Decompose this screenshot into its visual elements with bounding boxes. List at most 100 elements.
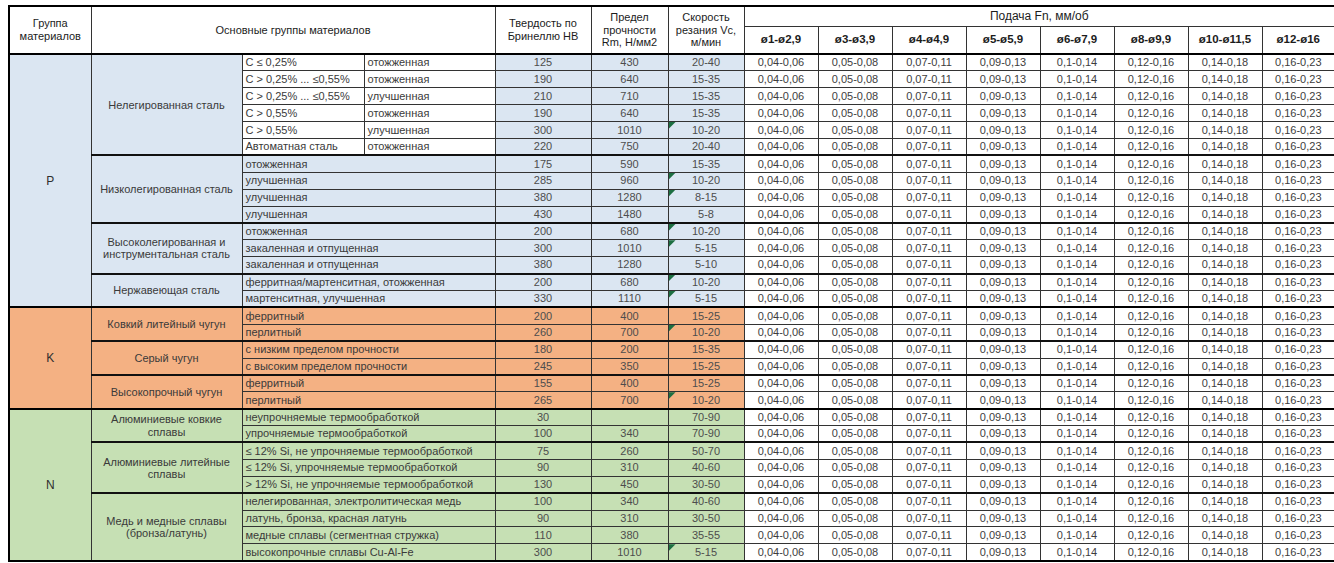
feed-cell-1: 0,05-0,08 xyxy=(818,324,892,341)
feed-cell-3: 0,09-0,13 xyxy=(966,223,1040,240)
feed-cell-7: 0,16-0,23 xyxy=(1262,358,1334,375)
header-brinell-hardness: Твердость по Бринеллю HB xyxy=(495,6,591,54)
feed-cell-2: 0,07-0,11 xyxy=(892,290,966,307)
header-cutting-speed: Скорость резания Vc, м/мин xyxy=(668,6,744,54)
hardness-cell: 90 xyxy=(495,459,591,476)
feed-cell-7: 0,16-0,23 xyxy=(1262,105,1334,122)
feed-cell-5: 0,12-0,16 xyxy=(1114,493,1188,510)
feed-cell-7: 0,16-0,23 xyxy=(1262,189,1334,206)
hardness-cell: 190 xyxy=(495,105,591,122)
feed-cell-4: 0,1-0,14 xyxy=(1040,324,1114,341)
comment-marker-icon xyxy=(669,240,676,247)
feed-cell-6: 0,14-0,18 xyxy=(1188,544,1262,561)
feed-cell-7: 0,16-0,23 xyxy=(1262,290,1334,307)
feed-cell-6: 0,14-0,18 xyxy=(1188,375,1262,392)
comment-marker-icon xyxy=(669,224,676,231)
header-diameter-2: ø4-ø4,9 xyxy=(892,26,966,54)
feed-cell-1: 0,05-0,08 xyxy=(818,138,892,155)
cutting-speed-cell: 5-15 xyxy=(668,544,744,561)
feed-cell-7: 0,16-0,23 xyxy=(1262,240,1334,257)
feed-cell-3: 0,09-0,13 xyxy=(966,324,1040,341)
feed-cell-6: 0,14-0,18 xyxy=(1188,290,1262,307)
feed-cell-6: 0,14-0,18 xyxy=(1188,358,1262,375)
feed-cell-1: 0,05-0,08 xyxy=(818,341,892,358)
feed-cell-3: 0,09-0,13 xyxy=(966,341,1040,358)
feed-cell-4: 0,1-0,14 xyxy=(1040,122,1114,139)
feed-cell-4: 0,1-0,14 xyxy=(1040,290,1114,307)
feed-cell-5: 0,12-0,16 xyxy=(1114,138,1188,155)
cutting-speed-cell: 35-55 xyxy=(668,527,744,544)
feed-cell-1: 0,05-0,08 xyxy=(818,476,892,493)
feed-cell-5: 0,12-0,16 xyxy=(1114,274,1188,291)
table-row: Серый чугунс низким пределом прочности18… xyxy=(9,341,1334,358)
feed-cell-0: 0,04-0,06 xyxy=(744,155,818,172)
feed-cell-4: 0,1-0,14 xyxy=(1040,510,1114,527)
feed-cell-6: 0,14-0,18 xyxy=(1188,257,1262,274)
feed-cell-6: 0,14-0,18 xyxy=(1188,476,1262,493)
strength-cell: 400 xyxy=(591,307,668,324)
feed-cell-6: 0,14-0,18 xyxy=(1188,88,1262,105)
strength-cell: 960 xyxy=(591,172,668,189)
feed-cell-2: 0,07-0,11 xyxy=(892,459,966,476)
header-tensile-strength: Предел прочности Rm, Н/мм2 xyxy=(591,6,668,54)
cutting-speed-cell: 70-90 xyxy=(668,426,744,443)
feed-cell-1: 0,05-0,08 xyxy=(818,172,892,189)
cutting-speed-cell: 15-35 xyxy=(668,88,744,105)
hardness-cell: 100 xyxy=(495,493,591,510)
hardness-cell: 155 xyxy=(495,375,591,392)
header-diameter-3: ø5-ø5,9 xyxy=(966,26,1040,54)
feed-cell-6: 0,14-0,18 xyxy=(1188,409,1262,426)
hardness-cell: 380 xyxy=(495,257,591,274)
feed-cell-0: 0,04-0,06 xyxy=(744,189,818,206)
hardness-cell: 200 xyxy=(495,274,591,291)
feed-cell-2: 0,07-0,11 xyxy=(892,510,966,527)
feed-cell-1: 0,05-0,08 xyxy=(818,442,892,459)
material-desc-cell: перлитный xyxy=(242,392,495,409)
strength-cell: 430 xyxy=(591,54,668,71)
feed-cell-7: 0,16-0,23 xyxy=(1262,459,1334,476)
strength-cell: 1010 xyxy=(591,122,668,139)
feed-cell-3: 0,09-0,13 xyxy=(966,375,1040,392)
feed-cell-1: 0,05-0,08 xyxy=(818,240,892,257)
table-row: Высоколегированная и инструментальная ст… xyxy=(9,223,1334,240)
feed-cell-2: 0,07-0,11 xyxy=(892,375,966,392)
feed-cell-3: 0,09-0,13 xyxy=(966,274,1040,291)
strength-cell: 1280 xyxy=(591,189,668,206)
feed-cell-0: 0,04-0,06 xyxy=(744,510,818,527)
feed-cell-6: 0,14-0,18 xyxy=(1188,105,1262,122)
feed-cell-7: 0,16-0,23 xyxy=(1262,88,1334,105)
feed-cell-0: 0,04-0,06 xyxy=(744,476,818,493)
feed-cell-4: 0,1-0,14 xyxy=(1040,105,1114,122)
cutting-speed-cell: 15-35 xyxy=(668,71,744,88)
feed-cell-2: 0,07-0,11 xyxy=(892,240,966,257)
cutting-speed-cell: 30-50 xyxy=(668,476,744,493)
feed-cell-0: 0,04-0,06 xyxy=(744,426,818,443)
feed-cell-1: 0,05-0,08 xyxy=(818,358,892,375)
material-desc-cell: улучшенная xyxy=(242,206,495,223)
feed-cell-4: 0,1-0,14 xyxy=(1040,240,1114,257)
feed-cell-4: 0,1-0,14 xyxy=(1040,442,1114,459)
hardness-cell: 300 xyxy=(495,122,591,139)
feed-cell-2: 0,07-0,11 xyxy=(892,442,966,459)
feed-cell-5: 0,12-0,16 xyxy=(1114,290,1188,307)
feed-cell-0: 0,04-0,06 xyxy=(744,544,818,561)
cutting-speed-cell: 30-50 xyxy=(668,510,744,527)
material-desc-cell: мартенситная, улучшенная xyxy=(242,290,495,307)
feed-cell-5: 0,12-0,16 xyxy=(1114,155,1188,172)
feed-cell-5: 0,12-0,16 xyxy=(1114,240,1188,257)
cutting-speed-cell: 15-35 xyxy=(668,341,744,358)
material-desc-cell: ≤ 12% Si, упрочняемые термообработкой xyxy=(242,459,495,476)
hardness-cell: 220 xyxy=(495,138,591,155)
strength-cell: 200 xyxy=(591,341,668,358)
feed-cell-7: 0,16-0,23 xyxy=(1262,257,1334,274)
carbon-content-cell: C ≤ 0,25% xyxy=(242,54,364,71)
feed-cell-0: 0,04-0,06 xyxy=(744,257,818,274)
feed-cell-4: 0,1-0,14 xyxy=(1040,172,1114,189)
strength-cell: 1280 xyxy=(591,257,668,274)
material-desc-cell: закаленная и отпущенная xyxy=(242,257,495,274)
table-row: Низколегированная стальотожженная1755901… xyxy=(9,155,1334,172)
material-desc-cell: ферритный xyxy=(242,307,495,324)
cutting-speed-cell: 15-25 xyxy=(668,358,744,375)
feed-cell-2: 0,07-0,11 xyxy=(892,544,966,561)
header-diameter-1: ø3-ø3,9 xyxy=(818,26,892,54)
